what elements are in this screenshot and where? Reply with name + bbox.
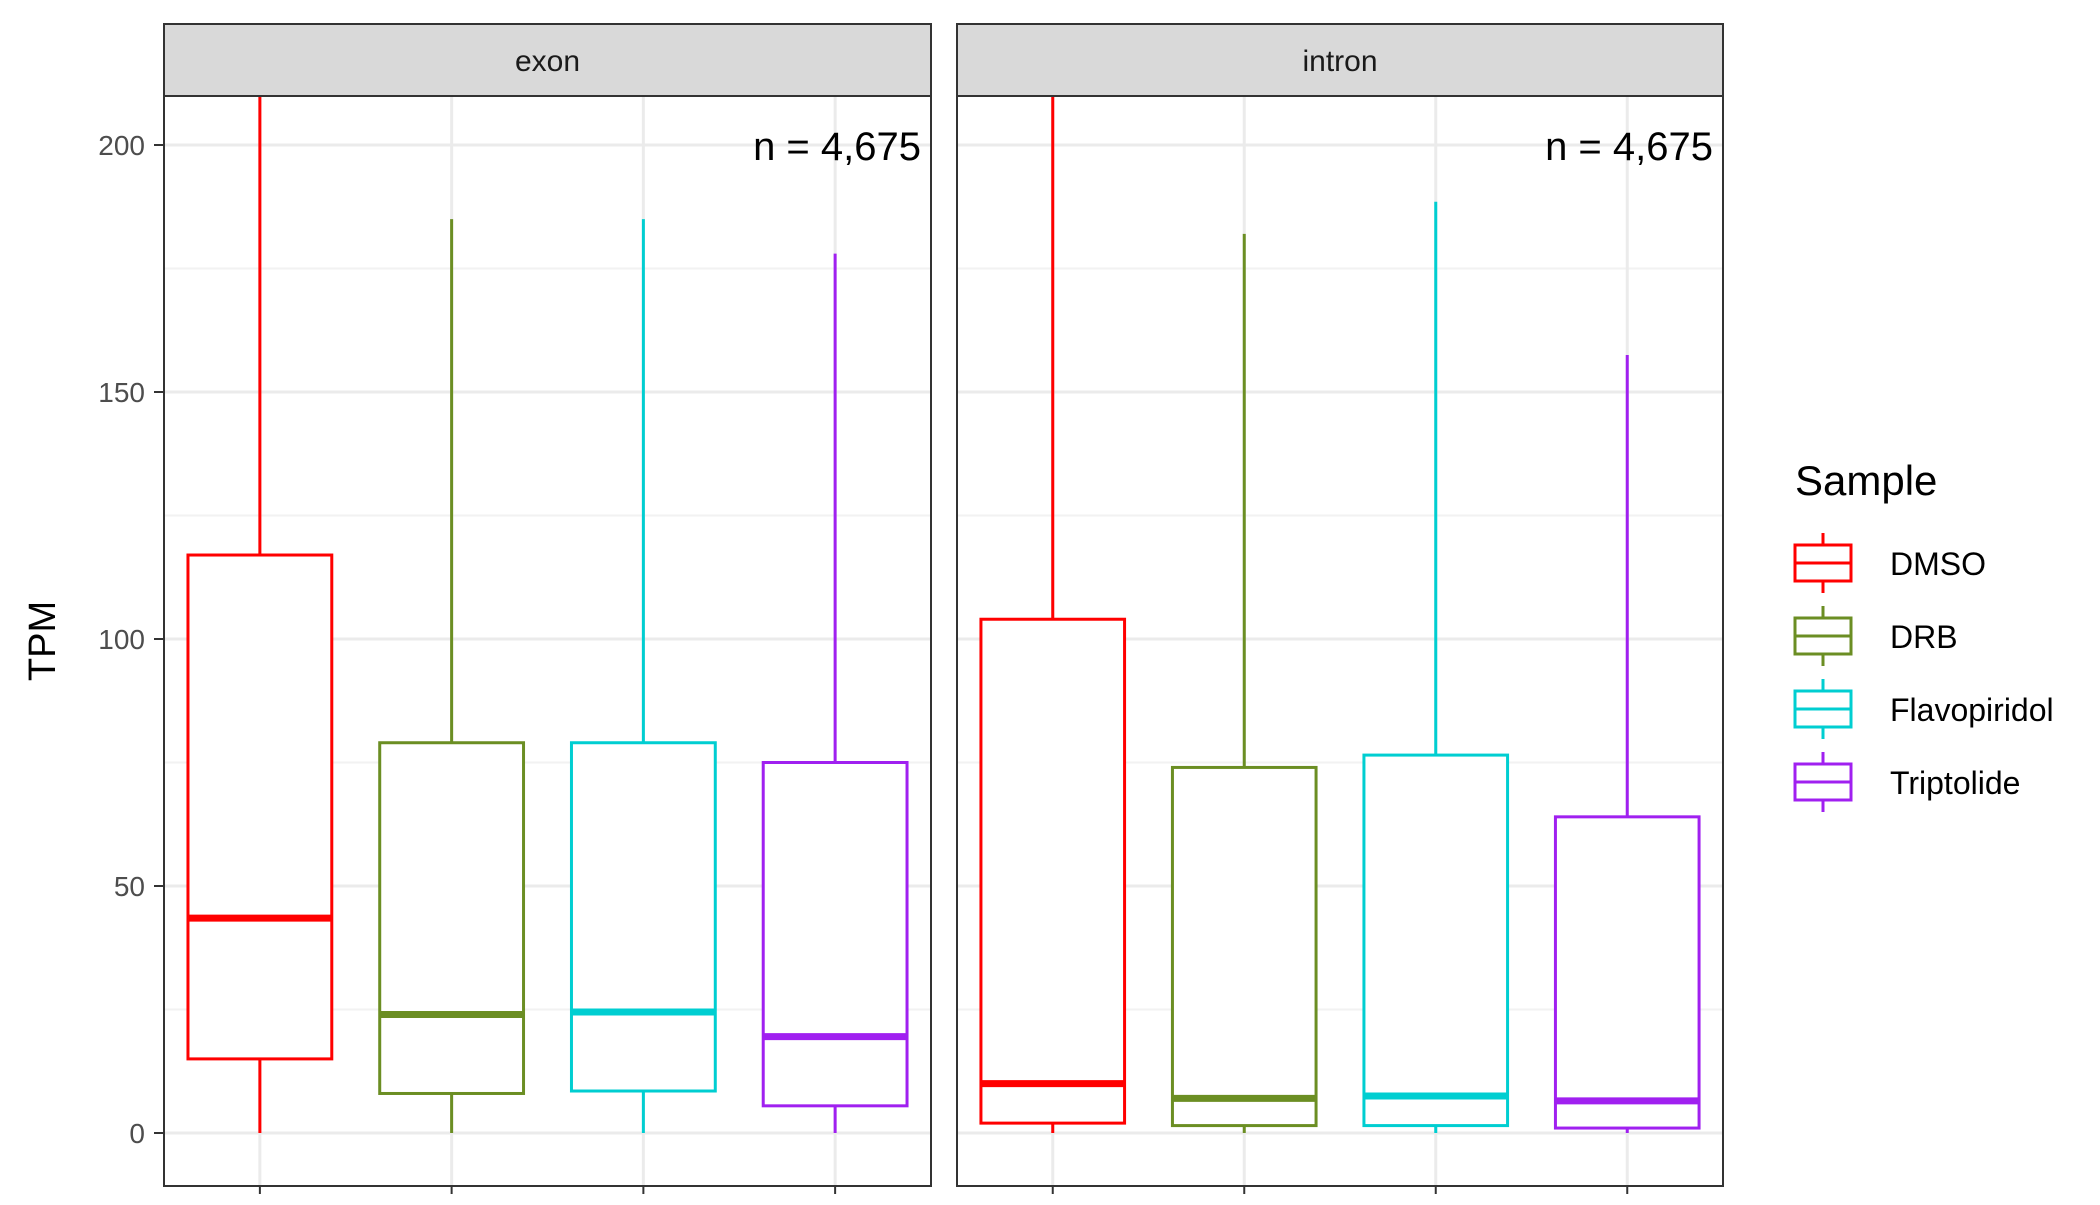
facet-strip — [163, 23, 932, 97]
box-body — [1170, 765, 1318, 1128]
box-body — [186, 553, 334, 1061]
facet-strip-label: exon — [515, 45, 580, 78]
legend-label: Flavopiridol — [1890, 692, 2054, 728]
legend-label: DRB — [1890, 619, 1958, 655]
n-annotation: n = 4,675 — [753, 125, 921, 169]
y-tick-label: 50 — [114, 871, 145, 902]
legend-label: Triptolide — [1890, 765, 2020, 801]
y-tick-label: 200 — [98, 130, 145, 161]
y-tick-label: 150 — [98, 377, 145, 408]
box-body — [1362, 753, 1510, 1128]
box-body — [1553, 815, 1701, 1130]
y-axis-title: TPM — [22, 601, 64, 681]
legend-title: Sample — [1795, 457, 1937, 504]
box-body — [761, 761, 909, 1108]
box-body — [378, 741, 526, 1095]
facet-strip-label: intron — [1302, 45, 1377, 78]
panel-border — [956, 95, 1724, 1187]
box-body — [979, 617, 1127, 1125]
n-annotation: n = 4,675 — [1545, 125, 1713, 169]
panel-marks — [979, 96, 1701, 1133]
box-body — [569, 741, 717, 1093]
y-tick-label: 0 — [129, 1118, 145, 1149]
y-tick-label: 100 — [98, 624, 145, 655]
panel-border — [163, 95, 932, 1187]
panel-marks — [186, 96, 909, 1133]
legend-label: DMSO — [1890, 546, 1986, 582]
